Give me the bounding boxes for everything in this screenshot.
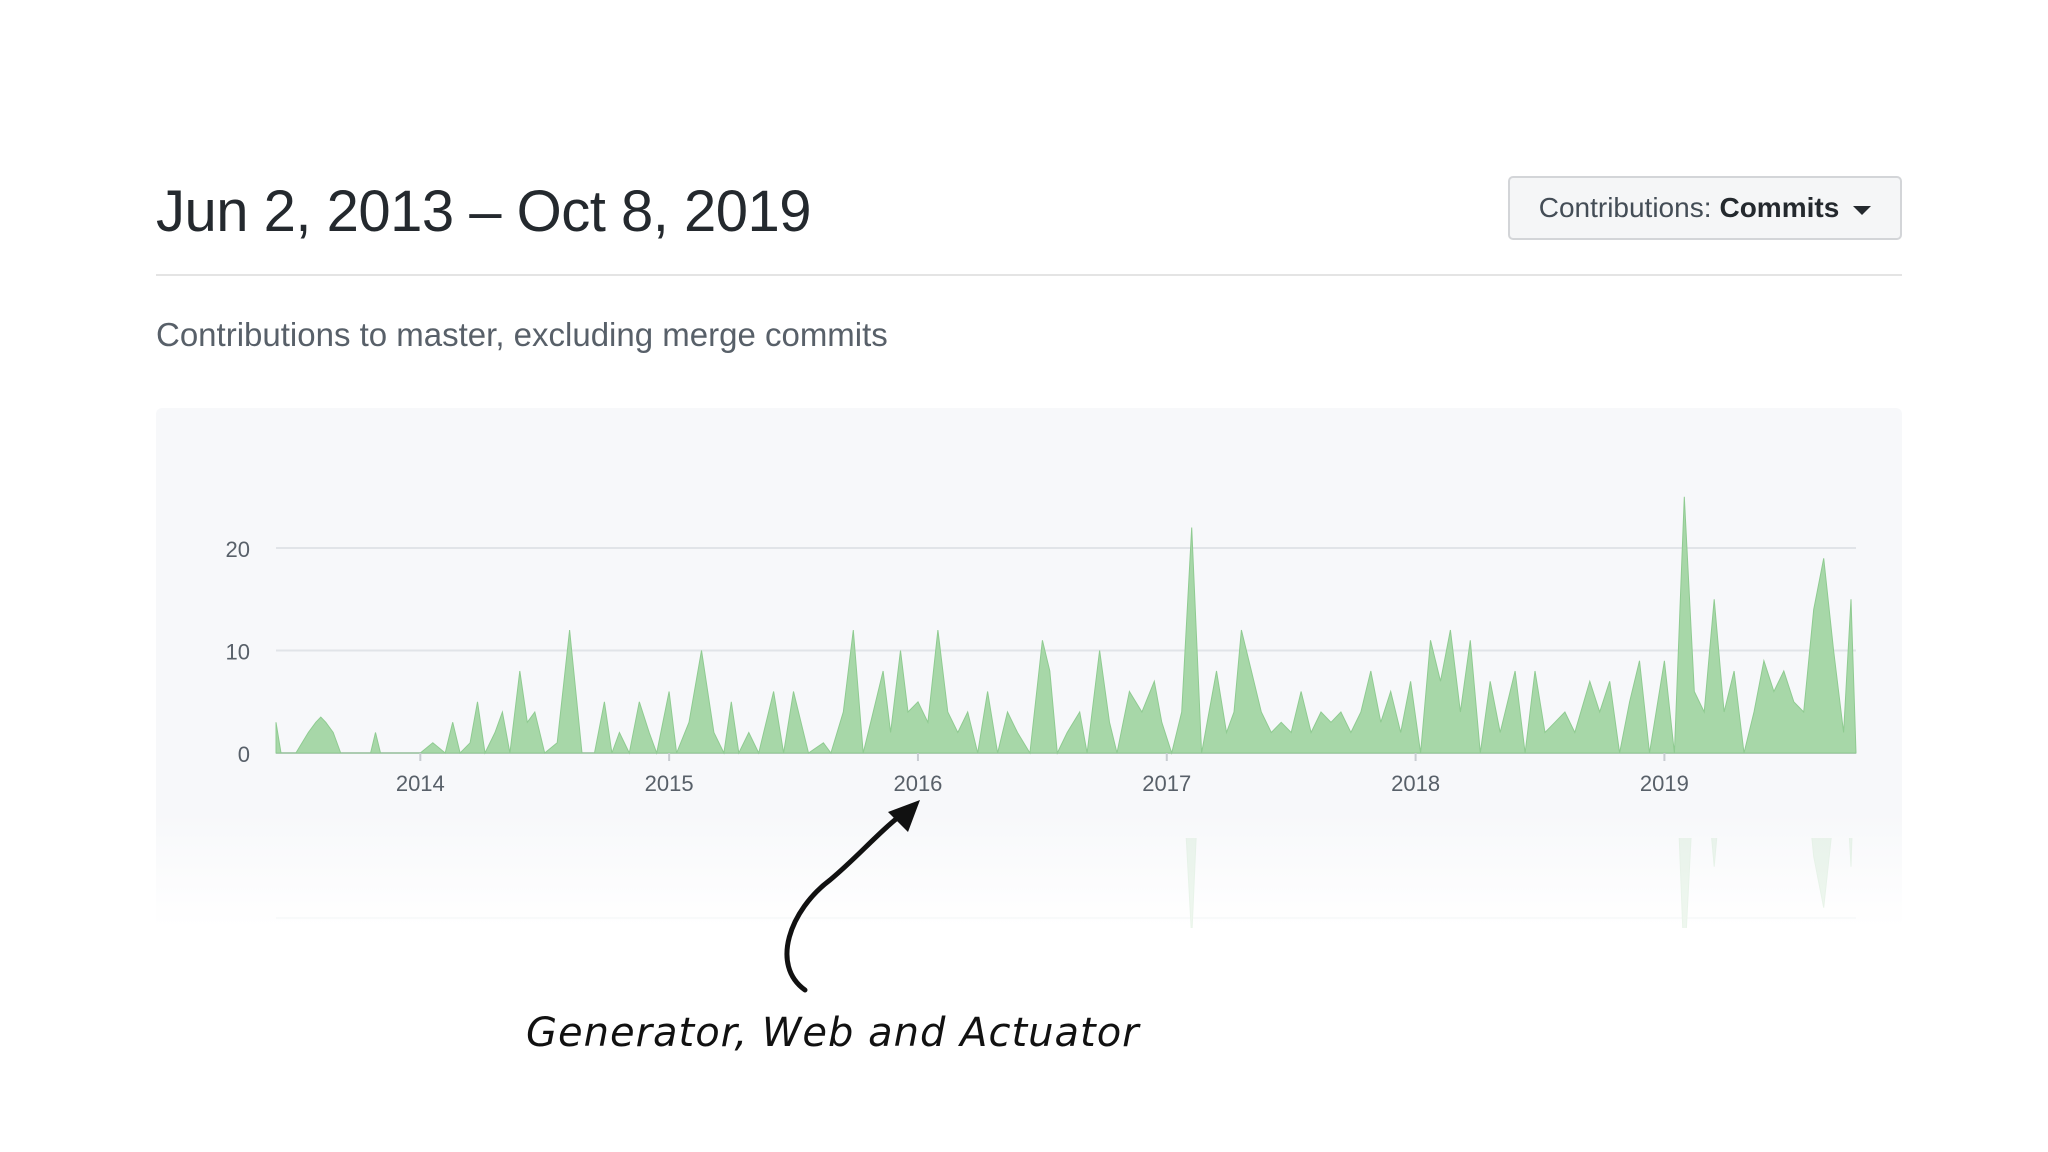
annotation-text: Generator, Web and Actuator [526, 1010, 1140, 1056]
chart-canvas: 0 10 20 2014 2015 2016 2017 2018 2019 [226, 496, 1857, 796]
x-tick-label: 2019 [1640, 771, 1689, 796]
commits-area-series [275, 496, 1857, 755]
y-tick-label: 10 [226, 640, 250, 665]
date-range-title: Jun 2, 2013 – Oct 8, 2019 [156, 179, 811, 244]
y-tick-label: 20 [226, 537, 250, 562]
contributions-chart: 0 10 20 2014 2015 2016 2017 2018 2019 2014 2015 20… [156, 408, 1902, 928]
y-tick-label: 0 [238, 742, 250, 767]
x-tick-label: 2017 [1142, 771, 1191, 796]
x-tick-label: 2016 [893, 771, 942, 796]
annotation-arrow-icon [784, 800, 920, 993]
x-tick-label: 2015 [645, 771, 694, 796]
dropdown-prefix-label: Contributions: [1538, 192, 1712, 223]
chart-subtitle: Contributions to master, excluding merge… [156, 316, 888, 353]
dropdown-selected-value: Commits [1719, 192, 1840, 223]
chevron-down-icon [1853, 205, 1872, 215]
x-tick-label: 2018 [1391, 771, 1440, 796]
contributions-dropdown[interactable]: Contributions: Commits [1508, 176, 1902, 240]
x-tick-label: 2014 [396, 771, 445, 796]
page-header: Jun 2, 2013 – Oct 8, 2019 Contributions:… [156, 176, 1902, 276]
commits-area-series [275, 838, 1857, 928]
